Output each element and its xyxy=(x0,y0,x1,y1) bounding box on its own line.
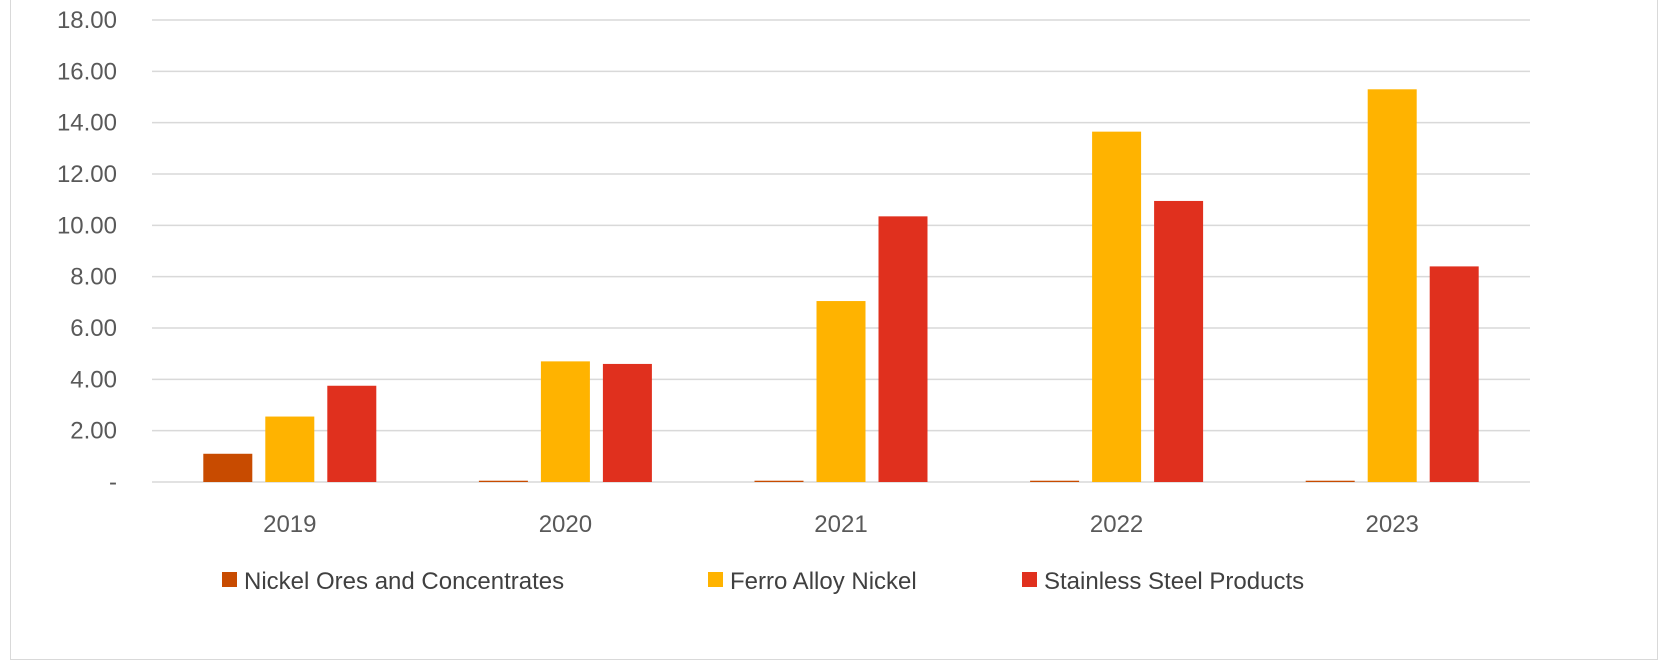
y-tick-label: 18.00 xyxy=(57,7,117,34)
x-tick-label: 2023 xyxy=(1366,511,1419,538)
x-tick-label: 2022 xyxy=(1090,511,1143,538)
y-tick-label: 8.00 xyxy=(70,264,117,291)
y-tick-label: 12.00 xyxy=(57,161,117,188)
legend-label: Nickel Ores and Concentrates xyxy=(244,568,564,595)
x-tick-label: 2019 xyxy=(263,511,316,538)
bar xyxy=(878,216,928,482)
bar xyxy=(1030,480,1080,482)
legend-label: Stainless Steel Products xyxy=(1044,568,1304,595)
y-tick-label: - xyxy=(109,469,117,496)
y-tick-label: 2.00 xyxy=(70,418,117,445)
bar xyxy=(540,361,590,482)
bar xyxy=(1154,200,1204,482)
y-tick-label: 14.00 xyxy=(57,110,117,137)
legend-label: Ferro Alloy Nickel xyxy=(730,568,917,595)
bar xyxy=(1092,131,1142,482)
y-tick-label: 4.00 xyxy=(70,366,117,393)
x-tick-label: 2021 xyxy=(814,511,867,538)
bars xyxy=(203,89,1479,483)
bar xyxy=(816,301,866,482)
y-axis-ticks: - 2.00 4.00 6.00 8.00 10.00 12.00 14.00 16.00 18.… xyxy=(57,7,117,496)
y-tick-label: 6.00 xyxy=(70,315,117,342)
x-axis-ticks: 2019 2020 2021 2022 2023 xyxy=(263,511,1419,538)
bar xyxy=(1305,480,1355,482)
bar xyxy=(265,416,315,482)
legend-swatch xyxy=(222,572,237,587)
bar xyxy=(327,385,377,482)
y-tick-label: 10.00 xyxy=(57,212,117,239)
bar xyxy=(478,480,528,482)
bar xyxy=(1367,89,1417,483)
bar xyxy=(1429,266,1479,482)
x-tick-label: 2020 xyxy=(539,511,592,538)
bar xyxy=(203,453,253,482)
legend: Nickel Ores and Concentrates Ferro Alloy … xyxy=(222,568,1304,595)
legend-swatch xyxy=(708,572,723,587)
y-tick-label: 16.00 xyxy=(57,58,117,85)
bar xyxy=(602,363,652,482)
bar xyxy=(754,480,804,482)
legend-swatch xyxy=(1022,572,1037,587)
